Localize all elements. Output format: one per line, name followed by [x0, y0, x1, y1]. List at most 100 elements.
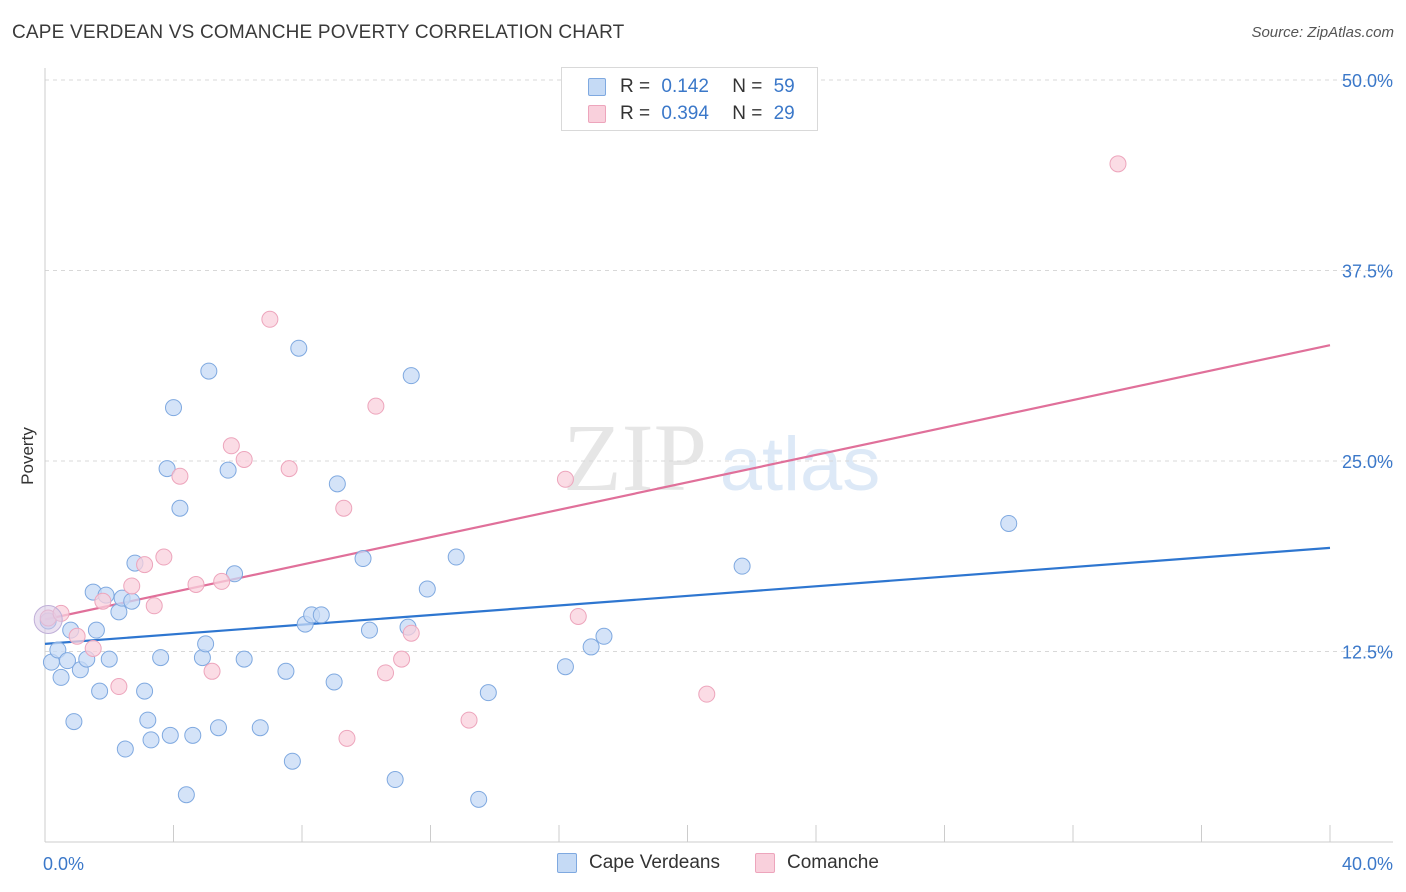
point-comanche: [335, 499, 353, 517]
y-tick-label: 37.5%: [1342, 262, 1393, 282]
series-legend: Cape Verdeans Comanche: [0, 852, 1406, 876]
point-cape-verdeans: [290, 339, 308, 357]
legend-r-value: 0.142: [661, 76, 709, 97]
point-comanche: [155, 548, 173, 566]
point-cape-verdeans: [277, 662, 295, 680]
point-comanche: [556, 470, 574, 488]
point-cape-verdeans: [142, 731, 160, 749]
point-comanche: [136, 556, 154, 574]
trend-line-cape-verdeans: [44, 546, 1331, 645]
stats-legend: R = 0.142 N = 59 R = 0.394 N = 29: [561, 67, 818, 131]
point-cape-verdeans: [152, 649, 170, 667]
point-cluster: [33, 604, 63, 634]
point-comanche: [338, 729, 356, 747]
point-cape-verdeans: [251, 719, 269, 737]
point-comanche: [94, 592, 112, 610]
point-cape-verdeans: [52, 668, 70, 686]
point-comanche: [261, 310, 279, 328]
point-cape-verdeans: [197, 635, 215, 653]
point-comanche: [213, 572, 231, 590]
watermark-zip: ZIP: [563, 404, 707, 511]
point-cape-verdeans: [65, 713, 83, 731]
point-cape-verdeans: [139, 711, 157, 729]
x-tick-label: 40.0%: [1342, 854, 1393, 874]
legend-r-label: R =: [620, 76, 651, 97]
point-cape-verdeans: [184, 726, 202, 744]
legend-n-label: N =: [732, 103, 763, 124]
point-comanche: [367, 397, 385, 415]
point-cape-verdeans: [161, 726, 179, 744]
watermark-atlas: atlas: [720, 422, 881, 507]
point-comanche: [569, 607, 587, 625]
point-cape-verdeans: [325, 673, 343, 691]
point-comanche: [402, 624, 420, 642]
point-comanche: [222, 437, 240, 455]
point-comanche: [203, 662, 221, 680]
point-cape-verdeans: [165, 399, 182, 417]
point-comanche: [393, 650, 411, 668]
point-cape-verdeans: [49, 641, 67, 659]
y-tick-label: 12.5%: [1342, 643, 1393, 663]
point-cape-verdeans: [328, 475, 346, 493]
point-cape-verdeans: [235, 650, 253, 668]
point-cape-verdeans: [200, 362, 218, 380]
trend-line-comanche: [44, 344, 1331, 621]
point-cape-verdeans: [91, 682, 109, 700]
point-cape-verdeans: [116, 740, 134, 758]
point-cape-verdeans: [123, 592, 141, 610]
point-comanche: [123, 577, 141, 595]
point-cape-verdeans: [402, 367, 420, 385]
point-cape-verdeans: [171, 499, 189, 517]
point-comanche: [68, 627, 86, 645]
point-cape-verdeans: [1000, 514, 1018, 532]
legend-label: Comanche: [787, 852, 879, 873]
legend-n-value: 59: [773, 76, 795, 97]
point-cape-verdeans: [582, 638, 600, 656]
blue-swatch: [557, 853, 577, 873]
point-comanche: [110, 678, 128, 696]
point-cape-verdeans: [209, 719, 227, 737]
point-cape-verdeans: [354, 550, 372, 568]
legend-r-label: R =: [620, 103, 651, 124]
legend-r-value: 0.394: [661, 103, 709, 124]
point-cape-verdeans: [447, 548, 465, 566]
point-cape-verdeans: [283, 752, 301, 770]
point-comanche: [145, 597, 163, 615]
point-comanche: [235, 450, 253, 468]
point-comanche: [84, 639, 102, 657]
point-cape-verdeans: [136, 682, 154, 700]
y-tick-label: 50.0%: [1342, 71, 1393, 91]
pink-swatch: [588, 105, 606, 123]
point-cape-verdeans: [595, 627, 613, 645]
blue-swatch: [588, 78, 606, 96]
point-comanche: [698, 685, 716, 703]
point-cape-verdeans: [556, 658, 574, 676]
point-comanche: [187, 575, 205, 593]
point-cape-verdeans: [58, 652, 76, 670]
point-cape-verdeans: [100, 650, 118, 668]
point-comanche: [1109, 155, 1127, 173]
point-comanche: [280, 460, 298, 478]
point-cape-verdeans: [418, 580, 436, 598]
point-cape-verdeans: [226, 565, 244, 583]
point-cape-verdeans: [386, 771, 404, 789]
point-cape-verdeans: [360, 621, 378, 639]
source-label: Source: ZipAtlas.com: [1251, 24, 1394, 41]
point-cape-verdeans: [219, 461, 237, 479]
point-cape-verdeans: [158, 460, 176, 478]
point-comanche: [171, 467, 189, 485]
point-cape-verdeans: [87, 621, 105, 639]
pink-swatch: [755, 853, 775, 873]
chart-title: CAPE VERDEAN VS COMANCHE POVERTY CORRELA…: [12, 22, 625, 43]
point-comanche: [460, 711, 478, 729]
point-cape-verdeans: [733, 557, 751, 575]
point-cape-verdeans: [312, 606, 330, 624]
legend-n-label: N =: [732, 76, 763, 97]
point-cape-verdeans: [177, 786, 195, 804]
legend-n-value: 29: [773, 103, 795, 124]
point-cape-verdeans: [470, 790, 488, 808]
y-tick-label: 25.0%: [1342, 452, 1393, 472]
y-axis-title: Poverty: [18, 427, 37, 485]
point-cape-verdeans: [479, 684, 497, 702]
